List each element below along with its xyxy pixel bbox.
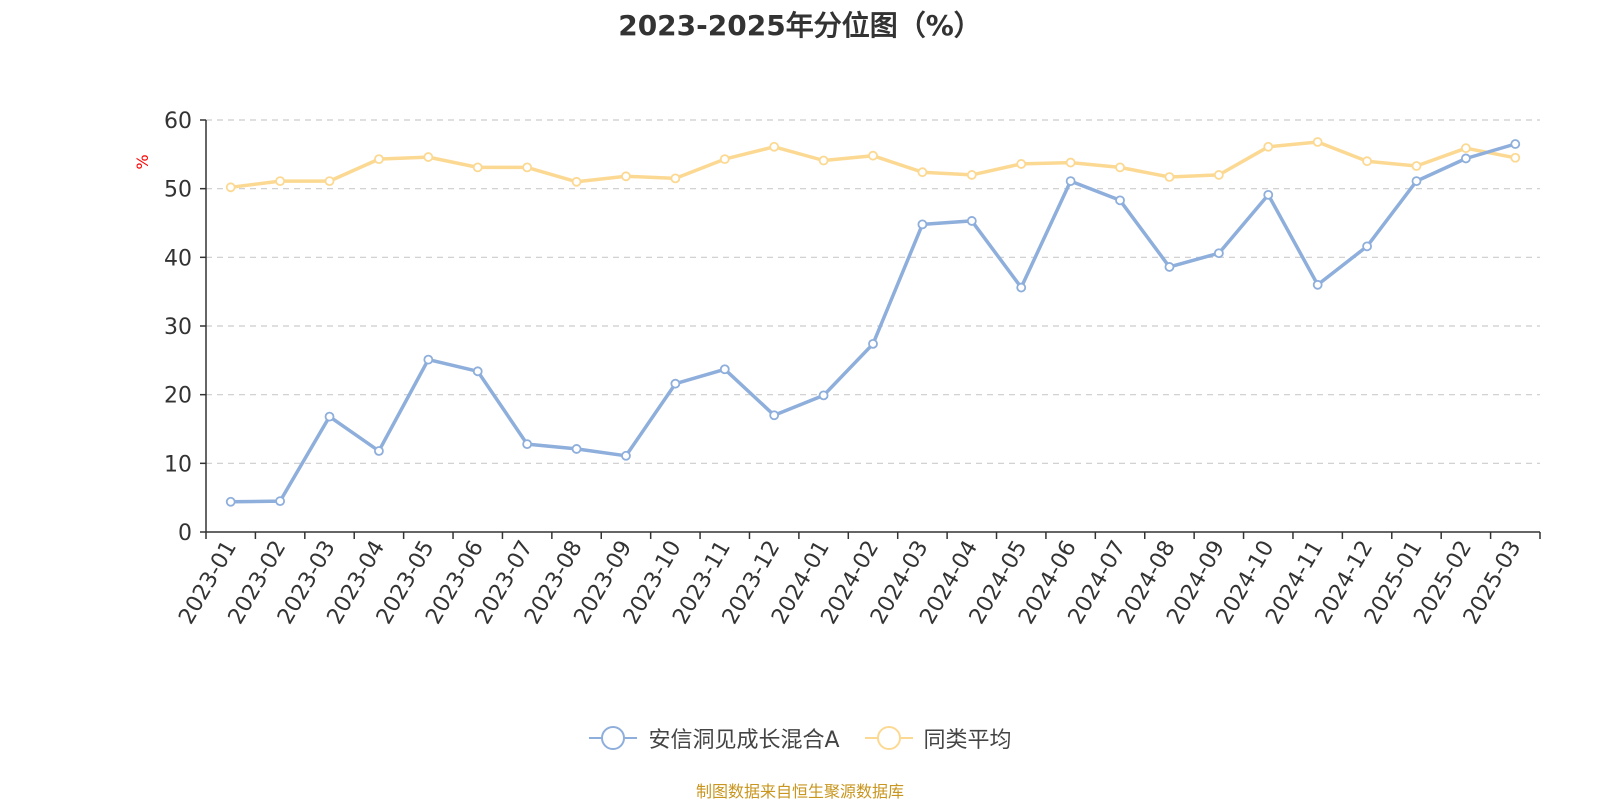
data-point-series-1 xyxy=(1164,172,1175,182)
source-note: 制图数据来自恒生聚源数据库 xyxy=(695,782,904,801)
data-point-series-0 xyxy=(571,444,582,454)
data-point-series-1 xyxy=(423,152,434,162)
y-tick-label: 40 xyxy=(164,246,192,271)
data-point-series-0 xyxy=(1016,282,1027,293)
data-point-series-1 xyxy=(621,171,631,182)
data-point-series-0 xyxy=(522,439,533,450)
data-point-series-0 xyxy=(966,216,977,226)
data-point-series-0 xyxy=(1460,153,1471,164)
y-tick-label: 60 xyxy=(164,109,192,134)
data-point-series-0 xyxy=(1115,195,1125,206)
data-point-series-1 xyxy=(472,162,483,173)
data-point-series-0 xyxy=(472,366,483,377)
data-point-series-1 xyxy=(1411,161,1422,171)
data-point-series-1 xyxy=(1312,137,1323,147)
data-point-series-0 xyxy=(324,411,335,422)
data-point-series-1 xyxy=(719,154,730,165)
data-point-series-0 xyxy=(1312,279,1323,290)
data-point-series-1 xyxy=(225,182,236,193)
y-tick-label: 50 xyxy=(164,178,192,203)
data-point-series-1 xyxy=(1115,162,1125,173)
data-point-series-0 xyxy=(1065,176,1076,187)
data-point-series-0 xyxy=(275,496,286,507)
y-tick-label: 10 xyxy=(164,452,192,477)
data-point-series-1 xyxy=(670,173,681,184)
data-point-series-1 xyxy=(571,176,582,187)
data-point-series-0 xyxy=(769,410,780,421)
data-point-series-1 xyxy=(1510,152,1521,163)
data-point-series-0 xyxy=(1213,248,1224,259)
y-tick-label: 20 xyxy=(164,384,192,409)
data-point-series-1 xyxy=(868,150,878,161)
data-point-series-0 xyxy=(621,450,631,461)
data-point-series-0 xyxy=(719,364,730,375)
data-point-series-1 xyxy=(1213,170,1224,180)
data-point-series-1 xyxy=(324,176,335,187)
data-point-series-0 xyxy=(868,338,878,349)
legend-marker-fund-icon xyxy=(589,726,638,750)
series-line-0 xyxy=(228,142,1518,504)
legend-marker-peer-average-icon xyxy=(864,726,913,750)
data-point-series-1 xyxy=(1016,159,1027,169)
data-point-series-1 xyxy=(1460,143,1471,154)
data-point-series-0 xyxy=(670,378,681,389)
line-chart: 0102030405060%2023-012023-022023-032023-… xyxy=(133,109,1541,629)
chart-title: 2023-2025年分位图（%） xyxy=(618,9,982,42)
legend-label-peer-average: 同类平均 xyxy=(923,728,1012,753)
data-point-series-0 xyxy=(225,496,236,507)
data-point-series-1 xyxy=(275,176,286,187)
data-point-series-1 xyxy=(1362,156,1372,167)
series-line-1 xyxy=(228,140,1518,190)
y-axis-label: % xyxy=(133,154,152,169)
data-point-series-1 xyxy=(374,154,384,165)
data-point-series-0 xyxy=(818,390,829,401)
legend: 安信洞见成长混合A 同类平均 xyxy=(0,722,1600,754)
data-point-series-1 xyxy=(522,162,533,173)
data-point-series-1 xyxy=(1263,141,1274,152)
data-point-series-0 xyxy=(917,219,928,230)
data-point-series-0 xyxy=(423,354,434,365)
legend-item-fund[interactable]: 安信洞见成长混合A xyxy=(588,722,840,754)
data-point-series-0 xyxy=(374,446,384,456)
data-point-series-1 xyxy=(769,141,780,152)
data-point-series-1 xyxy=(818,155,829,166)
y-tick-label: 30 xyxy=(164,315,192,340)
data-point-series-1 xyxy=(1065,157,1076,168)
data-point-series-0 xyxy=(1164,262,1175,272)
data-point-series-1 xyxy=(917,167,928,178)
data-point-series-0 xyxy=(1362,241,1372,252)
data-point-series-0 xyxy=(1411,176,1422,187)
data-point-series-1 xyxy=(966,170,977,180)
data-point-series-0 xyxy=(1263,189,1274,200)
data-point-series-0 xyxy=(1510,139,1521,149)
y-tick-label: 0 xyxy=(178,521,192,546)
legend-label-fund: 安信洞见成长混合A xyxy=(648,728,840,753)
legend-item-peer-average[interactable]: 同类平均 xyxy=(864,722,1012,754)
